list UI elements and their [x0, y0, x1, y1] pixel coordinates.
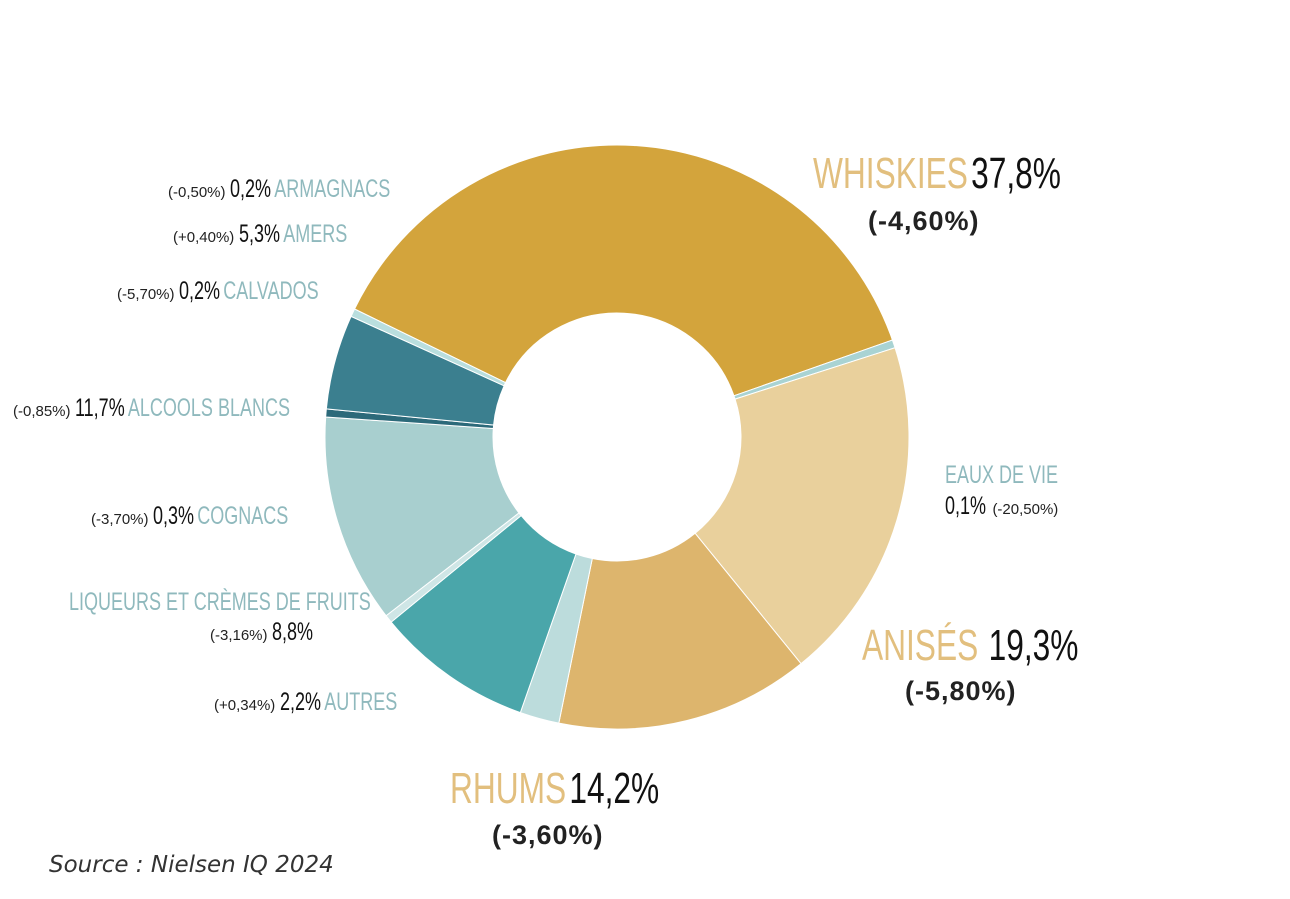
- slice-share: 0,2%: [178, 277, 221, 305]
- slice-anisés: [694, 347, 910, 665]
- label-cognacs: (-3,70%) 0,3% COGNACS: [91, 504, 341, 529]
- label-amers: (+0,40%) 5,3% AMERS: [173, 222, 389, 247]
- slice-rhums: [558, 532, 802, 730]
- label-calvados: (-5,70%) 0,2% CALVADOS: [117, 279, 373, 304]
- slice-share: 11,7%: [74, 394, 125, 422]
- label-liqueurs: LIQUEURS ET CRÈMES DE FRUITS: [69, 590, 488, 615]
- slice-change: (-4,60%): [868, 206, 980, 236]
- slice-name: ARMAGNACS: [274, 175, 391, 203]
- slice-name: LIQUEURS ET CRÈMES DE FRUITS: [69, 588, 371, 616]
- change-rhums: (-3,60%): [492, 822, 604, 849]
- slice-share: 19,3%: [988, 621, 1079, 670]
- slice-name: ANISÉS: [862, 621, 979, 670]
- slice-change: (+0,40%): [173, 229, 235, 246]
- label-alcools-blancs: (-0,85%) 11,7% ALCOOLS BLANCS: [13, 396, 374, 421]
- slice-armagnacs: [350, 308, 507, 387]
- change-whiskies: (-4,60%): [868, 208, 980, 235]
- slice-share: 0,3%: [152, 502, 195, 530]
- slice-alcools-blancs: [324, 416, 520, 617]
- slice-name: COGNACS: [197, 502, 289, 530]
- label-anises: ANISÉS 19,3%: [862, 624, 1163, 668]
- slice-name: EAUX DE VIE: [945, 461, 1059, 489]
- slice-share: 5,3%: [238, 220, 280, 248]
- slice-change: (-0,85%): [13, 403, 71, 420]
- source-note: Source : Nielsen IQ 2024: [49, 852, 334, 878]
- slice-change: (-5,80%): [905, 676, 1017, 706]
- label-rhums: RHUMS 14,2%: [450, 767, 741, 811]
- slice-change: (-3,70%): [91, 511, 149, 528]
- label-armagnacs: (-0,50%) 0,2% ARMAGNACS: [168, 177, 453, 202]
- slice-change: (-0,50%): [168, 184, 226, 201]
- label-autres: (+0,34%) 2,2% AUTRES: [214, 690, 443, 715]
- slice-share: 2,2%: [279, 688, 321, 716]
- slice-name: AMERS: [282, 220, 347, 248]
- slice-share: 37,8%: [971, 149, 1061, 198]
- slice-change: (-20,50%): [992, 501, 1059, 518]
- slice-share: 8,8%: [271, 618, 314, 646]
- label-eaux-de-vie: EAUX DE VIE: [945, 463, 1102, 488]
- slice-change: (-3,16%): [210, 627, 268, 644]
- slice-name: AUTRES: [323, 688, 397, 716]
- slice-whiskies: [353, 144, 894, 397]
- slice-name: RHUMS: [450, 764, 567, 813]
- slice-share: 0,2%: [229, 175, 272, 203]
- slice-name: CALVADOS: [223, 277, 319, 305]
- slice-name: WHISKIES: [813, 149, 968, 198]
- slice-name: ALCOOLS BLANCS: [127, 394, 290, 422]
- value-eaux-de-vie: 0,1% (-20,50%): [945, 494, 1058, 519]
- slice-change: (-3,60%): [492, 820, 604, 850]
- slice-share: 0,1%: [945, 492, 987, 520]
- label-whiskies: WHISKIES 37,8%: [813, 152, 1157, 196]
- value-liqueurs: (-3,16%) 8,8%: [210, 620, 329, 645]
- change-anises: (-5,80%): [905, 678, 1017, 705]
- slice-share: 14,2%: [569, 764, 660, 813]
- slice-change: (-5,70%): [117, 286, 175, 303]
- slice-change: (+0,34%): [214, 697, 276, 714]
